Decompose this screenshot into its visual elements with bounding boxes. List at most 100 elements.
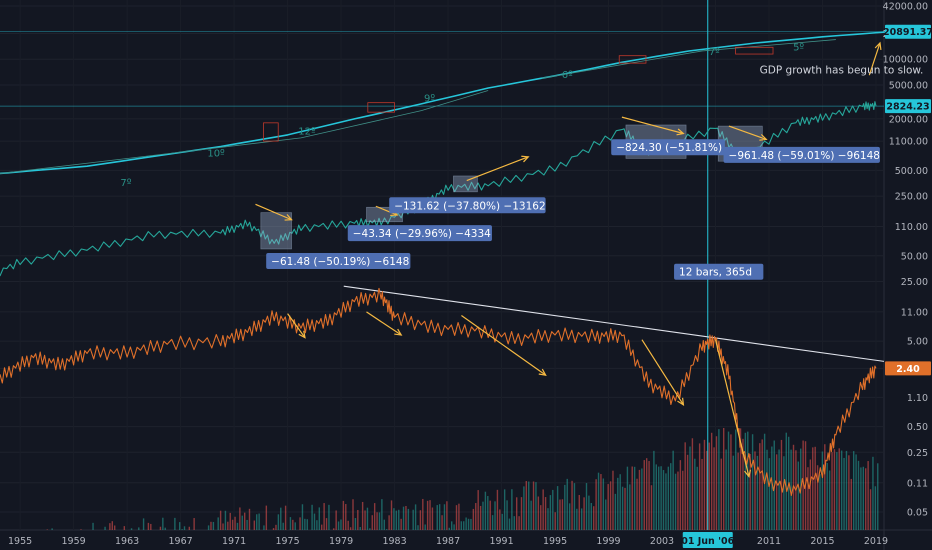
volume-bar <box>556 486 559 530</box>
x-tick-label: 2015 <box>810 536 834 547</box>
trend-arrow <box>366 311 402 336</box>
volume-bar <box>532 481 535 530</box>
volume-bar <box>660 466 662 530</box>
volume-bar <box>718 429 720 530</box>
volume-bar <box>600 474 602 530</box>
volume-bar <box>547 508 549 530</box>
drawdown-label-box <box>611 139 725 156</box>
volume-bar <box>193 518 195 530</box>
series-line-1 <box>0 30 890 175</box>
volume-bar <box>207 525 210 530</box>
volume-bar <box>386 529 388 530</box>
volume-bar <box>607 484 609 530</box>
volume-bar <box>833 449 836 530</box>
volume-bar <box>467 518 470 530</box>
crosshair-time-tag <box>682 532 733 548</box>
volume-bar <box>766 449 768 530</box>
volume-bar <box>807 467 809 530</box>
volume-bar <box>280 507 282 530</box>
volume-bar <box>802 440 804 530</box>
volume-bar <box>845 450 848 530</box>
volume-bar <box>513 516 515 530</box>
volume-bar <box>629 484 631 530</box>
volume-bar <box>778 449 780 530</box>
volume-bar <box>877 463 879 530</box>
volume-bar <box>862 466 865 530</box>
volume-bar <box>369 528 371 530</box>
volume-bar <box>373 503 376 530</box>
volume-bar <box>725 449 727 530</box>
volume-bar <box>819 474 821 530</box>
volume-bar <box>265 505 268 530</box>
volume-bar <box>304 518 306 530</box>
volume-bar <box>855 454 857 530</box>
volume-bar <box>756 455 759 530</box>
volume-bar <box>552 489 554 530</box>
volume-bar <box>564 484 566 530</box>
volume-bar <box>520 497 523 530</box>
volume-bar <box>422 498 424 530</box>
volume-bar <box>453 524 455 530</box>
volume-bar <box>256 514 258 530</box>
volume-bar <box>701 458 703 530</box>
volume-bar <box>501 513 503 530</box>
trend-arrow <box>621 116 684 135</box>
volume-bar <box>720 458 722 530</box>
volume-bar <box>448 527 450 530</box>
volume-bar <box>80 529 82 530</box>
volume-bar <box>771 446 773 530</box>
volume-bar <box>318 507 321 530</box>
volume-bar <box>650 485 653 530</box>
x-tick-label: 1971 <box>222 536 246 547</box>
volume-bar <box>248 508 251 530</box>
volume-bar <box>713 447 715 530</box>
volume-bar <box>867 461 869 530</box>
volume-bar <box>749 453 751 530</box>
volume-bar <box>333 528 335 530</box>
volume-bar <box>284 505 287 530</box>
last-value-tag <box>885 361 931 376</box>
y-tick-label: 0.11 <box>907 478 928 489</box>
volume-bar <box>282 522 284 530</box>
volume-bar <box>352 499 354 530</box>
gdp-note: GDP growth has begun to slow. <box>760 65 924 77</box>
volume-bar <box>376 512 378 530</box>
volume-bar <box>850 478 852 530</box>
volume-bar <box>277 514 280 530</box>
volume-bar <box>775 454 778 530</box>
volume-bar <box>109 523 111 530</box>
volume-bar <box>838 448 840 530</box>
volume-bar <box>463 521 465 530</box>
volume-bar <box>566 478 568 530</box>
volume-bar <box>540 505 542 530</box>
wave-angle-label: 9º <box>424 93 435 104</box>
volume-bar <box>419 510 422 530</box>
x-tick-label: 1979 <box>329 536 353 547</box>
volume-bar <box>696 466 698 530</box>
wave-angle-labels: 7º 10º 12º 9º 6º 7º 5º <box>120 43 804 189</box>
volume-bar <box>665 473 667 530</box>
volume-bar <box>559 499 561 530</box>
volume-bar <box>113 525 116 530</box>
volume-bar <box>631 466 633 530</box>
volume-bar <box>826 463 828 530</box>
volume-bar <box>224 510 227 530</box>
volume-bar <box>294 522 296 530</box>
volume-bar <box>742 438 744 530</box>
volume-bar <box>337 521 340 530</box>
volume-bar <box>658 466 660 530</box>
volume-bar <box>747 431 749 530</box>
volume-bar <box>335 510 337 530</box>
volume-bar <box>460 521 463 530</box>
volume-bar <box>684 442 686 530</box>
volume-bar <box>869 489 872 530</box>
volume-bar <box>633 466 636 530</box>
volume-bar <box>612 470 614 530</box>
crosshair-time-text: 01 Jun '06 <box>681 536 734 547</box>
volume-bar <box>585 483 588 530</box>
trend-arrow-head <box>874 41 882 50</box>
volume-bar <box>544 497 547 530</box>
volume-bar <box>621 486 624 530</box>
volume-bar <box>602 478 605 530</box>
